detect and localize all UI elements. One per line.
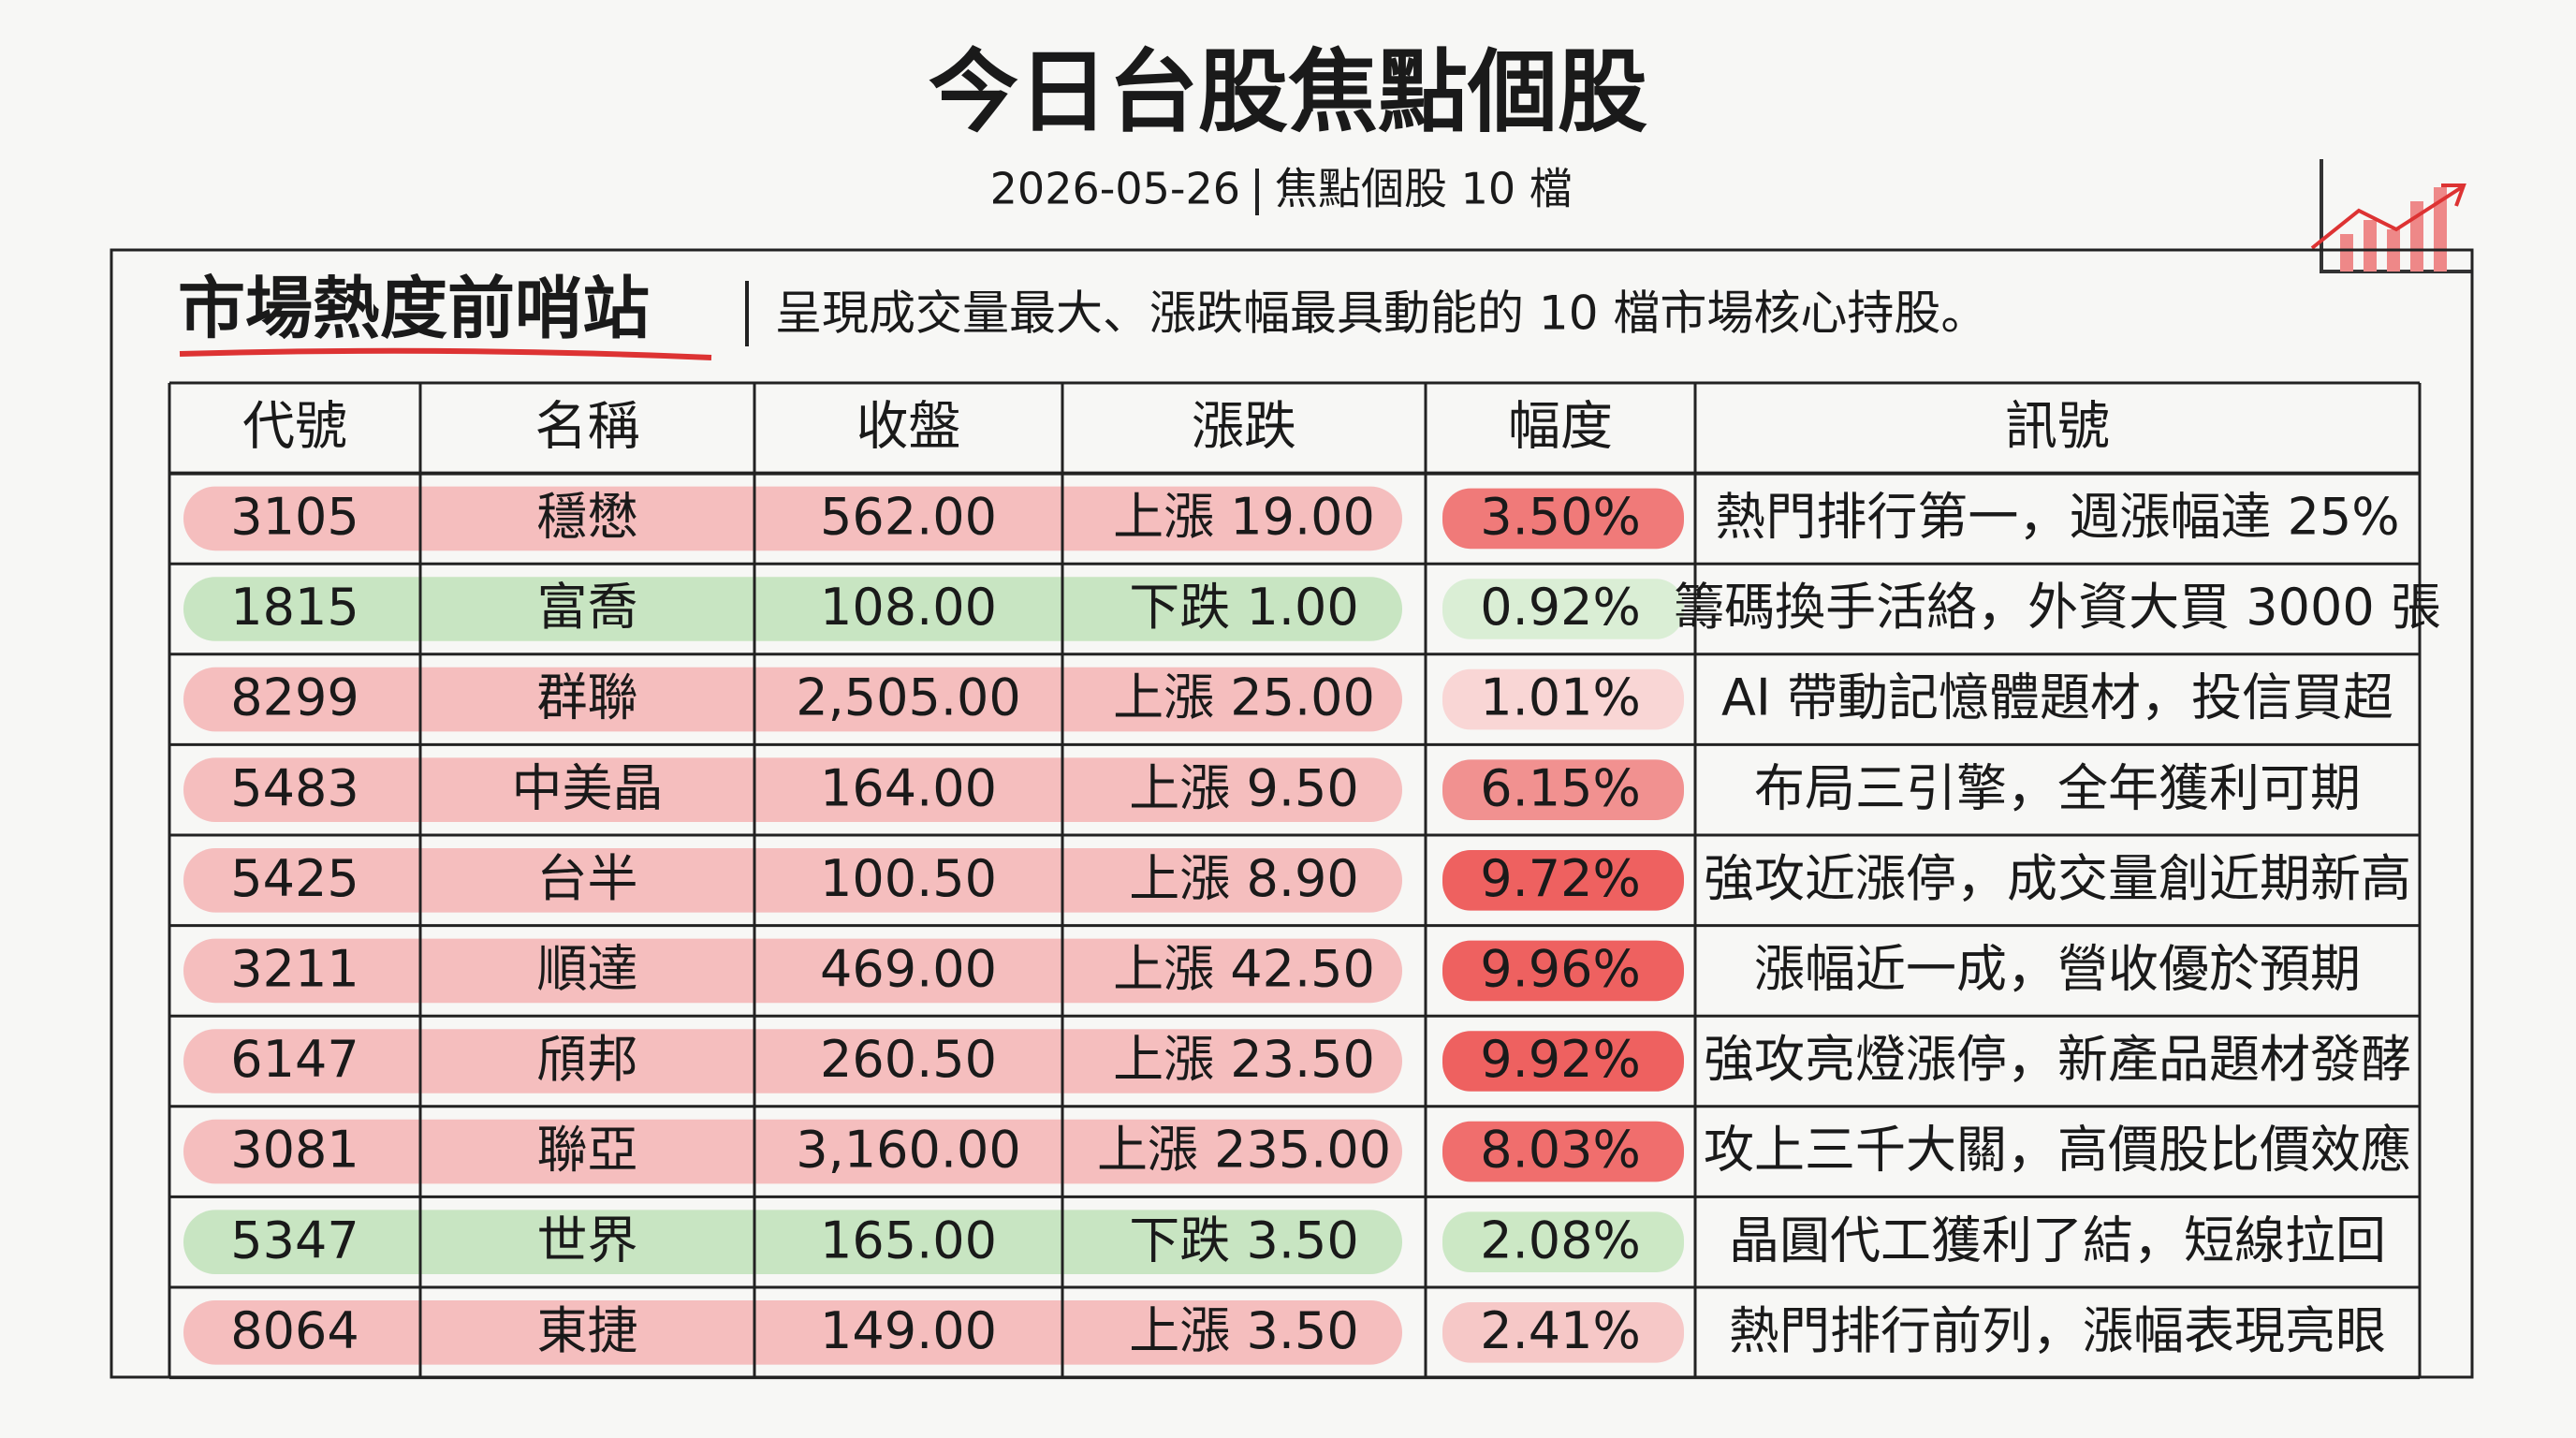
cell: 9.92% — [1480, 1030, 1641, 1089]
cell: 上漲 9.50 — [1129, 758, 1358, 817]
column-header: 訊號 — [2005, 396, 2110, 457]
cell: 強攻亮燈漲停，新產品題材發酵 — [1704, 1030, 2411, 1089]
percent-highlight — [1442, 850, 1684, 911]
table: 代號 名稱 收盤 漲跌 幅度 訊號 3105 穩懋 562.00 上漲 19.00 3.50% 熱門排… — [168, 381, 2441, 1380]
cell: 世界 — [537, 1211, 638, 1269]
cell: 3081 — [230, 1121, 359, 1180]
cell: 上漲 8.90 — [1129, 849, 1358, 908]
cell: 頎邦 — [537, 1030, 638, 1089]
underline — [179, 347, 712, 360]
cell: 5347 — [230, 1211, 359, 1269]
percent-highlight — [1442, 1031, 1684, 1092]
cell: 260.50 — [820, 1030, 997, 1089]
row-highlight — [183, 1119, 1402, 1184]
cell: 5425 — [230, 849, 359, 908]
percent-highlight — [1442, 1211, 1684, 1272]
column-header: 代號 — [242, 396, 347, 457]
cell: 9.96% — [1480, 940, 1641, 999]
row-highlight — [183, 938, 1402, 1004]
cell: 2,505.00 — [796, 668, 1020, 727]
section-description: 呈現成交量最大、漲跌幅最具動能的 10 檔市場核心持股。 — [775, 286, 1987, 341]
cell: 8064 — [230, 1301, 359, 1360]
cell: 上漲 235.00 — [1097, 1121, 1391, 1180]
cell: 東捷 — [537, 1301, 638, 1360]
percent-highlight — [1442, 940, 1684, 1002]
percent-highlight — [1442, 759, 1684, 820]
cell: 0.92% — [1480, 578, 1641, 637]
row-highlight — [183, 757, 1402, 822]
cell: 2.08% — [1480, 1211, 1641, 1269]
trend-icon — [2310, 159, 2471, 273]
cell: 強攻近漲停，成交量創近期新高 — [1704, 849, 2411, 908]
cell: 籌碼換手活絡，外資大買 3000 張 — [1674, 578, 2441, 637]
cell: 164.00 — [820, 758, 997, 817]
cell: 1.01% — [1480, 668, 1641, 727]
cell: 562.00 — [820, 488, 997, 547]
column-header: 名稱 — [535, 396, 640, 457]
row-highlight — [183, 486, 1402, 551]
cell: 群聯 — [537, 668, 638, 727]
cell: 漲幅近一成，營收優於預期 — [1754, 940, 2361, 999]
cell: 165.00 — [820, 1211, 997, 1269]
column-header: 收盤 — [856, 396, 961, 457]
section-title: 市場熱度前哨站 — [178, 270, 650, 348]
cell: 100.50 — [820, 849, 997, 908]
cell: 上漲 42.50 — [1113, 940, 1375, 999]
cell: 2.41% — [1480, 1301, 1641, 1360]
cell: 聯亞 — [537, 1121, 638, 1180]
cell: 下跌 1.00 — [1129, 578, 1358, 637]
cell: 3105 — [230, 488, 359, 547]
percent-highlight — [1442, 668, 1684, 730]
cell: 下跌 3.50 — [1129, 1211, 1358, 1269]
column-header: 幅度 — [1508, 396, 1613, 457]
cell: 穩懋 — [537, 488, 638, 547]
cell: 上漲 25.00 — [1113, 668, 1375, 727]
cell: 熱門排行第一，週漲幅達 25% — [1715, 488, 2399, 547]
cell: 3211 — [230, 940, 359, 999]
cell: 8299 — [230, 668, 359, 727]
cell: 布局三引擎，全年獲利可期 — [1754, 758, 2361, 817]
row-highlight — [183, 1300, 1402, 1365]
cell: 中美晶 — [512, 758, 664, 817]
row-highlight — [183, 1029, 1402, 1093]
cell: 1815 — [230, 578, 359, 637]
cell: 晶圓代工獲利了結，短線拉回 — [1729, 1211, 2386, 1269]
percent-highlight — [1442, 1302, 1684, 1363]
cell: 台半 — [537, 849, 638, 908]
row-highlight — [183, 1210, 1402, 1274]
cell: 9.72% — [1480, 849, 1641, 908]
cell: 8.03% — [1480, 1121, 1641, 1180]
percent-highlight — [1442, 579, 1684, 639]
cell: AI 帶動記憶體題材，投信買超 — [1721, 668, 2393, 727]
page-title: 今日台股焦點個股 — [929, 39, 1647, 144]
cell: 順達 — [537, 940, 638, 999]
cell: 熱門排行前列，漲幅表現亮眼 — [1729, 1301, 2386, 1360]
row-highlight — [183, 577, 1402, 641]
cell: 富喬 — [537, 578, 638, 637]
percent-highlight — [1442, 1121, 1684, 1182]
row-highlight — [183, 667, 1402, 732]
cell: 6.15% — [1480, 758, 1641, 817]
cell: 6147 — [230, 1030, 359, 1089]
cell: 3.50% — [1480, 488, 1641, 547]
cell: 5483 — [230, 758, 359, 817]
column-header: 漲跌 — [1192, 396, 1296, 457]
cell: 108.00 — [820, 578, 997, 637]
date: 2026-05-26 — [990, 164, 1240, 214]
subtitle: 焦點個股 10 檔 — [1275, 164, 1573, 214]
row-highlight — [183, 848, 1402, 913]
cell: 469.00 — [820, 940, 997, 999]
percent-highlight — [1442, 488, 1684, 550]
cell: 149.00 — [820, 1301, 997, 1360]
cell: 3,160.00 — [796, 1121, 1020, 1180]
cell: 上漲 3.50 — [1129, 1301, 1358, 1360]
cell: 上漲 23.50 — [1113, 1030, 1375, 1089]
cell: 攻上三千大關，高價股比價效應 — [1704, 1121, 2411, 1180]
cell: 上漲 19.00 — [1113, 488, 1375, 547]
